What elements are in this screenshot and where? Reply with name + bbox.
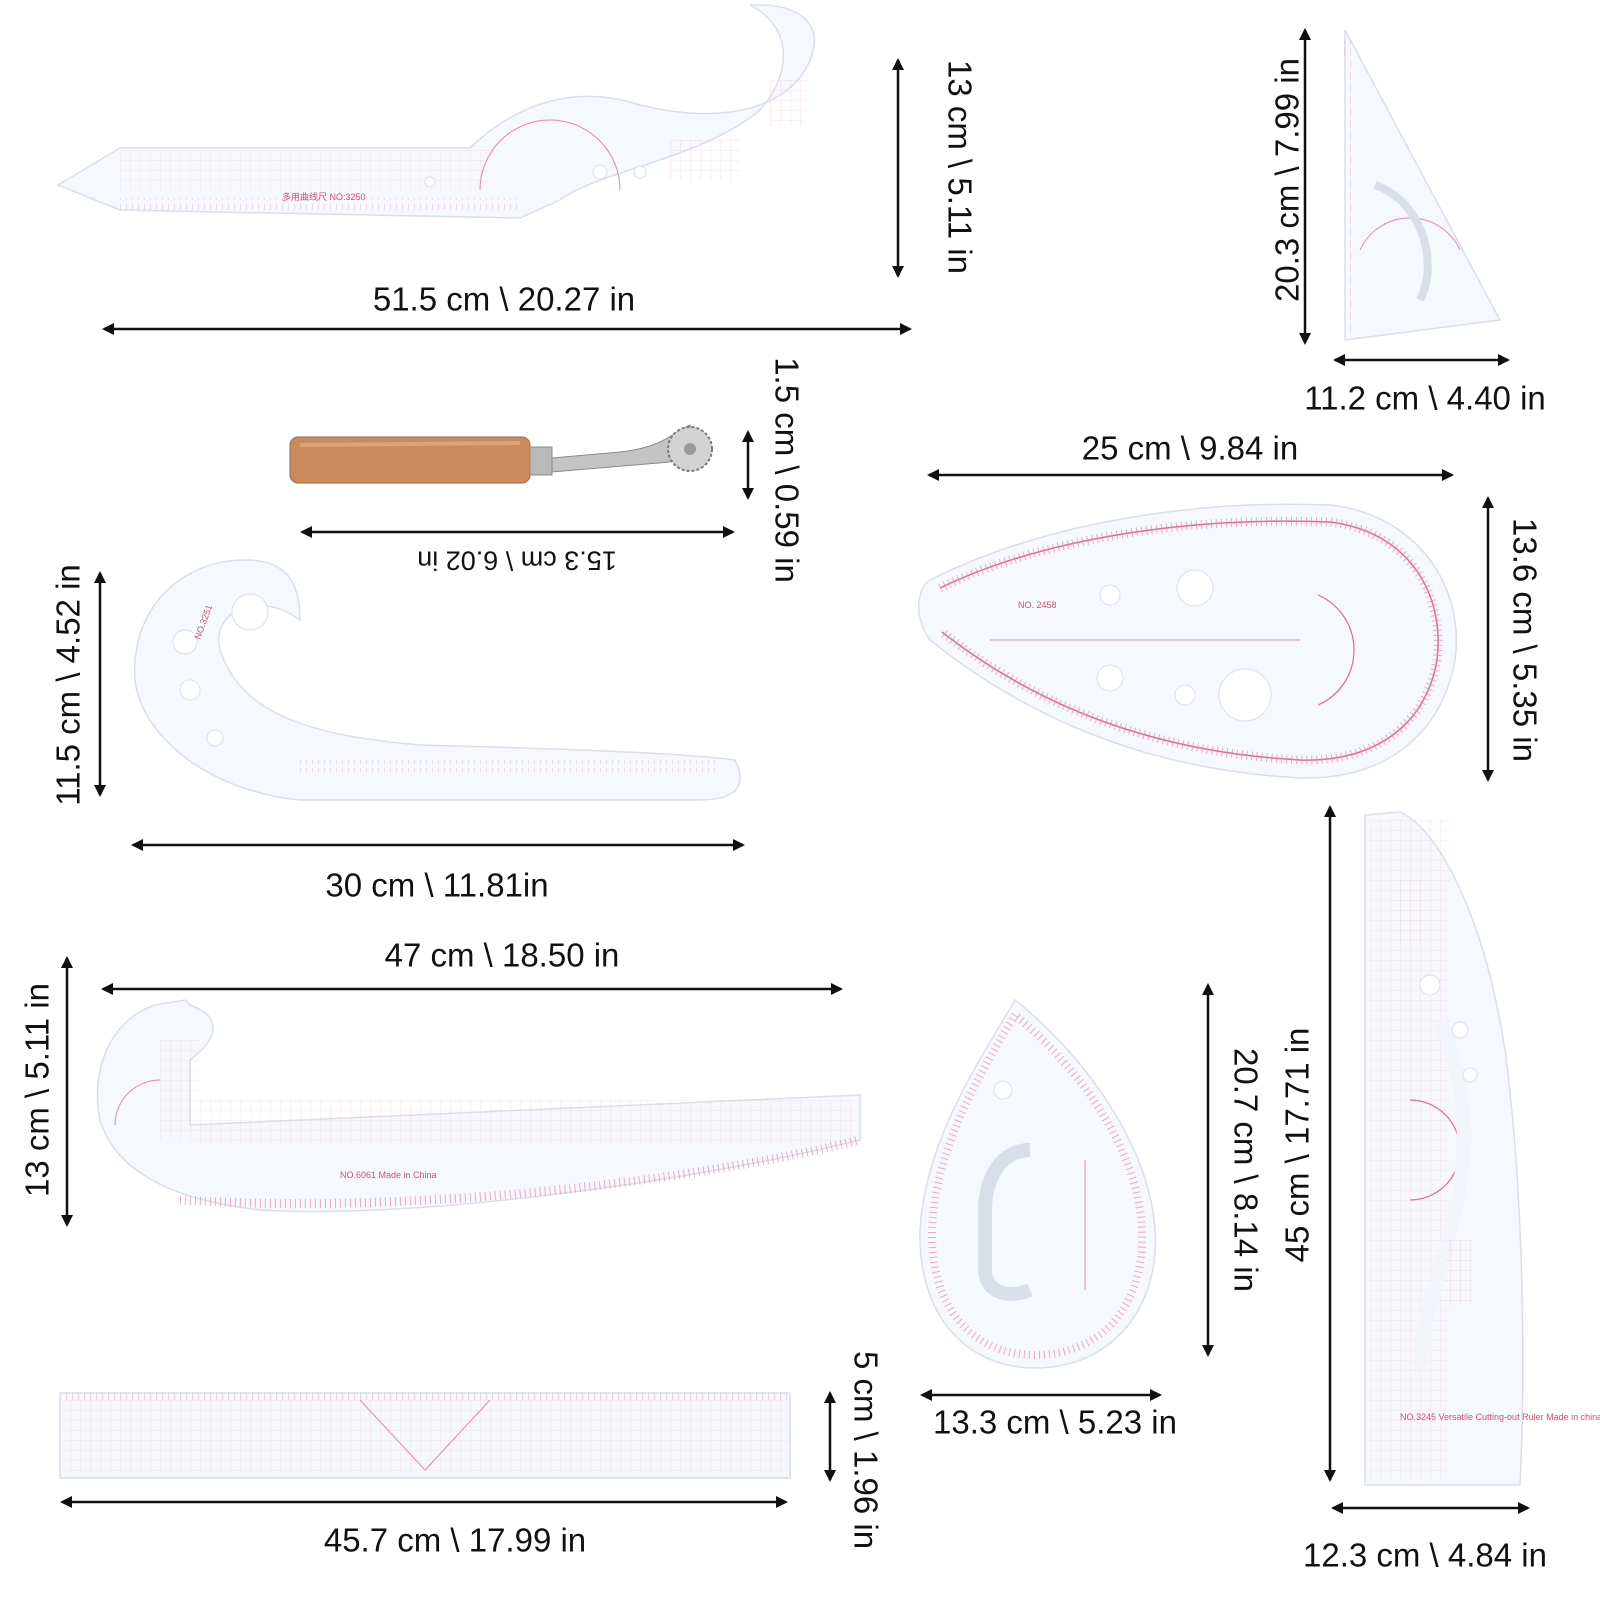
hip-curve-ruler-width-label: 47 cm \ 18.50 in [384,936,620,974]
hip-curve-ruler: NO.6061 Made in China [96,999,862,1213]
triangle-ruler-height-label: 20.3 cm \ 7.99 in [1268,58,1306,302]
teardrop-large-height-label: 13.6 cm \ 5.35 in [1506,518,1544,762]
vary-form-curve-width-label: 12.3 cm \ 4.84 in [1303,1536,1547,1574]
hip-curve-ruler-engraving: NO.6061 Made in China [340,1170,437,1180]
straight-ruler-height-label: 5 cm \ 1.96 in [847,1350,885,1550]
tracing-wheel-height-label: 1.5 cm \ 0.59 in [768,357,806,583]
vary-form-curve-height-label: 45 cm \ 17.71 in [1278,1027,1316,1263]
curve-hook-ruler: NO.3251 [133,559,741,801]
curve-hook-ruler-width-label: 30 cm \ 11.81in [325,866,549,904]
straight-ruler [59,1392,791,1479]
triangle-ruler-width-label: 11.2 cm \ 4.40 in [1304,379,1546,417]
teardrop-small-height-label: 20.7 cm \ 8.14 in [1227,1048,1265,1292]
vary-form-curve-engraving: NO.3245 Versatile Cutting-out Ruler Made… [1400,1412,1600,1422]
tracing-wheel-width-label: 15.3 cm \ 6.02 in [417,545,617,576]
vary-form-curve-ruler: NO.3245 Versatile Cutting-out Ruler Made… [1364,811,1600,1486]
french-curve-long-engraving: 多用曲线尺 NO:3250 [282,191,366,202]
teardrop-large-ruler: NO. 2458 [918,503,1457,779]
teardrop-large-width-label: 25 cm \ 9.84 in [1081,429,1299,467]
french-curve-long-width-label: 51.5 cm \ 20.27 in [372,280,636,318]
triangle-ruler [1344,29,1502,341]
teardrop-small-ruler [919,998,1157,1369]
curve-hook-ruler-height-label: 11.5 cm \ 4.52 in [49,564,87,806]
straight-ruler-width-label: 45.7 cm \ 17.99 in [323,1521,587,1559]
tracing-wheel [289,424,713,484]
teardrop-large-engraving: NO. 2458 [1018,600,1057,610]
hip-curve-ruler-height-label: 13 cm \ 5.11 in [18,982,56,1198]
french-curve-long-ruler: 多用曲线尺 NO:3250 [56,4,816,219]
french-curve-long-height-label: 13 cm \ 5.11 in [941,59,979,275]
teardrop-small-width-label: 13.3 cm \ 5.23 in [933,1403,1177,1441]
